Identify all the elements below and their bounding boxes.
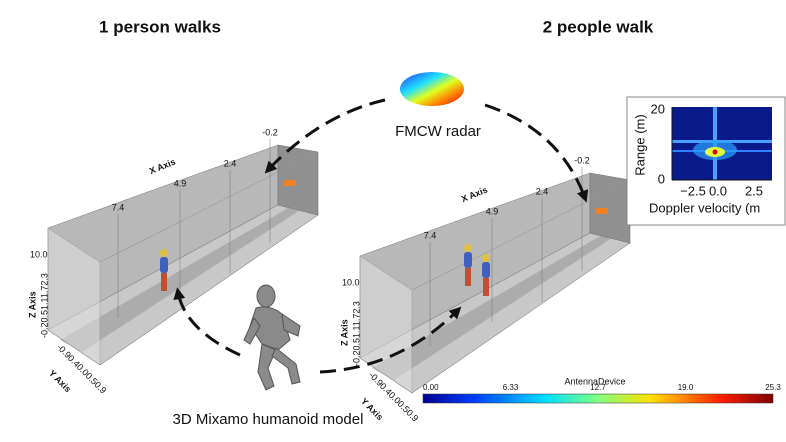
colorbar-tick: 6.33: [503, 383, 519, 392]
colorbar-title: AntennaDevice: [564, 376, 625, 386]
near-face: [359, 255, 413, 394]
colorbar-tick: 0.00: [423, 383, 439, 392]
person-body: [482, 262, 490, 278]
inset-xlabel: Doppler velocity (m: [649, 200, 760, 215]
y-axis-title: Y Axis: [47, 368, 73, 394]
z-ticks: -0.20.51.11.72.3: [351, 301, 361, 366]
person-legs: [161, 273, 167, 291]
x-axis-title: X Axis: [460, 185, 489, 204]
left-title: 1 person walks: [99, 17, 221, 36]
z-axis-title: Z Axis: [27, 291, 37, 318]
z-axis-title: Z Axis: [339, 319, 349, 346]
x-tick: 4.9: [174, 178, 187, 188]
colorbar-tick: 25.3: [765, 383, 781, 392]
x-tick: -0.2: [262, 127, 278, 137]
person-legs: [465, 268, 471, 286]
x-tick: 7.4: [112, 202, 125, 212]
person-head: [464, 244, 472, 252]
colorbar-tick: 12.7: [590, 383, 606, 392]
x-tick: 4.9: [486, 206, 499, 216]
person-head: [482, 254, 490, 262]
inset-xtick: 0.0: [709, 183, 727, 198]
person-body: [160, 257, 168, 273]
z-top: 10.0: [342, 277, 360, 287]
scene: 7.4 4.9 2.4 -0.2 X Axis 10.0 -0.20.51.11.72.3Z…: [27, 127, 319, 395]
radar-label: FMCW radar: [395, 123, 481, 140]
person-head: [160, 249, 168, 257]
top-edge: [411, 179, 631, 291]
x-axis-title: X Axis: [148, 157, 177, 176]
top-edge: [99, 151, 319, 263]
inset: [626, 96, 786, 226]
radar: [400, 72, 464, 106]
inset-xtick: 2.5: [745, 183, 763, 198]
scenes: 7.44.92.4-0.2X Axis10.0-0.20.51.11.72.3Z…: [27, 127, 631, 423]
x-tick: 2.4: [224, 158, 237, 168]
inset-xtick: −2.5: [680, 183, 706, 198]
x-tick: -0.2: [574, 155, 590, 165]
radar-device: [284, 180, 296, 186]
inset-ylabel: Range (m): [632, 114, 647, 175]
scene: 7.4 4.9 2.4 -0.2 X Axis 10.0 -0.20.51.11.72.3Z…: [339, 155, 631, 423]
person-body: [464, 252, 472, 268]
colorbar: [422, 393, 774, 404]
inset-ytick: 20: [651, 101, 665, 116]
colorbar-tick: 19.0: [678, 383, 694, 392]
humanoid-model: [243, 284, 301, 391]
near-face: [47, 227, 101, 366]
arrows: [173, 98, 589, 374]
right-title: 2 people walk: [543, 17, 654, 36]
z-top: 10.0: [30, 249, 48, 259]
colorbar-ticks: 0.00 6.33 12.7 19.0 25.3: [423, 383, 781, 392]
far-wall: [277, 144, 319, 216]
model-label: 3D Mixamo humanoid model: [173, 411, 364, 428]
far-wall: [589, 172, 631, 244]
radar-device: [596, 208, 608, 214]
x-tick: 2.4: [536, 186, 549, 196]
inset-ytick: 0: [658, 171, 665, 186]
z-ticks: -0.20.51.11.72.3: [39, 273, 49, 338]
x-tick: 7.4: [424, 230, 437, 240]
person-legs: [483, 278, 489, 296]
